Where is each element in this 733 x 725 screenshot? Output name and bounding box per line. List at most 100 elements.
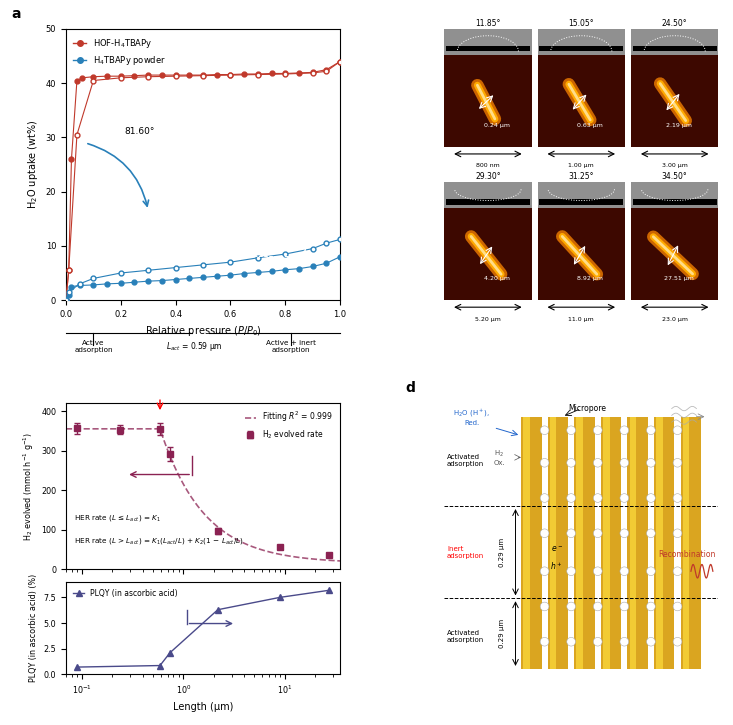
Bar <box>654 417 674 669</box>
Text: Activated
adsorption: Activated adsorption <box>447 454 485 467</box>
Y-axis label: H$_2$ evolved (mmol h$^{-1}$ g$^{-1}$): H$_2$ evolved (mmol h$^{-1}$ g$^{-1}$) <box>21 431 36 541</box>
Bar <box>633 46 717 51</box>
Text: a: a <box>11 7 21 21</box>
Circle shape <box>620 567 629 576</box>
Circle shape <box>540 458 549 467</box>
Fitting $R^2$ = 0.999 <box>234 536 243 544</box>
Bar <box>627 417 648 669</box>
Legend: PLQY (in ascorbic acid): PLQY (in ascorbic acid) <box>70 586 181 601</box>
Text: 5.20 μm: 5.20 μm <box>475 317 501 322</box>
Title: 11.85°: 11.85° <box>475 20 501 28</box>
Text: 800 nm: 800 nm <box>476 163 500 168</box>
Text: 2.19 μm: 2.19 μm <box>666 123 692 128</box>
Circle shape <box>567 637 575 646</box>
Text: 0.29 μm: 0.29 μm <box>498 538 504 567</box>
Text: 0.63 μm: 0.63 μm <box>577 123 603 128</box>
PLQY (in ascorbic acid) <box>166 648 174 657</box>
Text: 3.00 μm: 3.00 μm <box>662 163 688 168</box>
Y-axis label: PLQY (in ascorbic acid) (%): PLQY (in ascorbic acid) (%) <box>29 574 38 682</box>
Text: 23.0 μm: 23.0 μm <box>662 317 688 322</box>
Text: $L_{act}$ = 0.59 μm: $L_{act}$ = 0.59 μm <box>166 340 223 353</box>
Circle shape <box>673 529 682 538</box>
Circle shape <box>567 529 575 538</box>
Bar <box>574 417 594 669</box>
Circle shape <box>620 458 629 467</box>
Title: 15.05°: 15.05° <box>569 20 594 28</box>
Bar <box>631 208 718 300</box>
Circle shape <box>647 458 655 467</box>
Circle shape <box>647 637 655 646</box>
Bar <box>631 29 718 55</box>
Bar <box>446 199 530 204</box>
Text: Active + inert
adsorption: Active + inert adsorption <box>266 340 316 353</box>
Circle shape <box>673 494 682 502</box>
Circle shape <box>620 637 629 646</box>
Bar <box>656 417 663 669</box>
Bar <box>523 417 530 669</box>
Bar <box>446 46 530 51</box>
Fitting $R^2$ = 0.999 <box>170 462 179 471</box>
Text: H$_2$O (H$^+$),
Red.: H$_2$O (H$^+$), Red. <box>453 407 490 426</box>
Text: 11.0 μm: 11.0 μm <box>568 317 594 322</box>
Circle shape <box>540 426 549 434</box>
Title: 24.50°: 24.50° <box>662 20 688 28</box>
Circle shape <box>673 458 682 467</box>
Circle shape <box>540 529 549 538</box>
Circle shape <box>620 602 629 610</box>
Circle shape <box>593 426 602 434</box>
Circle shape <box>647 567 655 576</box>
Text: Active
adsorption: Active adsorption <box>74 340 113 353</box>
Title: 34.50°: 34.50° <box>662 173 688 181</box>
Bar <box>576 417 583 669</box>
Circle shape <box>647 494 655 502</box>
Text: HER rate ($L$ > $L_{act}$) = $K_1$($L_{act}$/$L$) + $K_2$(1 − $L_{act}$/$L$): HER rate ($L$ > $L_{act}$) = $K_1$($L_{a… <box>74 536 244 546</box>
Bar <box>537 182 625 208</box>
Circle shape <box>567 458 575 467</box>
Line: PLQY (in ascorbic acid): PLQY (in ascorbic acid) <box>74 587 333 670</box>
Circle shape <box>673 426 682 434</box>
PLQY (in ascorbic acid) <box>213 605 222 614</box>
Bar <box>633 199 717 204</box>
Circle shape <box>673 602 682 610</box>
Fitting $R^2$ = 0.999 <box>336 557 345 566</box>
Text: Inert
adsorption: Inert adsorption <box>447 546 485 559</box>
Bar <box>537 55 625 147</box>
Bar <box>631 55 718 147</box>
Circle shape <box>673 637 682 646</box>
Bar <box>550 417 556 669</box>
Circle shape <box>540 494 549 502</box>
Text: $e^-$: $e^-$ <box>550 544 563 555</box>
Circle shape <box>647 426 655 434</box>
Bar <box>539 199 623 204</box>
Text: d: d <box>406 381 416 395</box>
Circle shape <box>593 494 602 502</box>
PLQY (in ascorbic acid) <box>73 663 81 671</box>
Fitting $R^2$ = 0.999 <box>62 424 70 433</box>
Text: 0.24 μm: 0.24 μm <box>484 123 509 128</box>
Text: H$_2$
Ox.: H$_2$ Ox. <box>493 449 505 466</box>
Text: $h^+$: $h^+$ <box>550 560 563 571</box>
Circle shape <box>567 567 575 576</box>
Circle shape <box>593 637 602 646</box>
Bar <box>631 182 718 208</box>
Title: 29.30°: 29.30° <box>475 173 501 181</box>
Circle shape <box>593 602 602 610</box>
Circle shape <box>647 602 655 610</box>
Line: Fitting $R^2$ = 0.999: Fitting $R^2$ = 0.999 <box>66 428 340 561</box>
Circle shape <box>673 567 682 576</box>
Circle shape <box>620 529 629 538</box>
Bar <box>630 417 636 669</box>
Text: 0.29 μm: 0.29 μm <box>498 619 504 648</box>
Circle shape <box>567 602 575 610</box>
Y-axis label: H$_2$O uptake (wt%): H$_2$O uptake (wt%) <box>26 120 40 210</box>
Fitting $R^2$ = 0.999 <box>259 546 268 555</box>
Title: 31.25°: 31.25° <box>569 173 594 181</box>
Circle shape <box>567 426 575 434</box>
Circle shape <box>593 529 602 538</box>
X-axis label: Relative pressure ($P/P_0$): Relative pressure ($P/P_0$) <box>144 324 262 339</box>
Bar <box>680 417 701 669</box>
Bar <box>444 182 531 208</box>
Circle shape <box>620 426 629 434</box>
Bar <box>537 208 625 300</box>
Bar <box>521 417 542 669</box>
